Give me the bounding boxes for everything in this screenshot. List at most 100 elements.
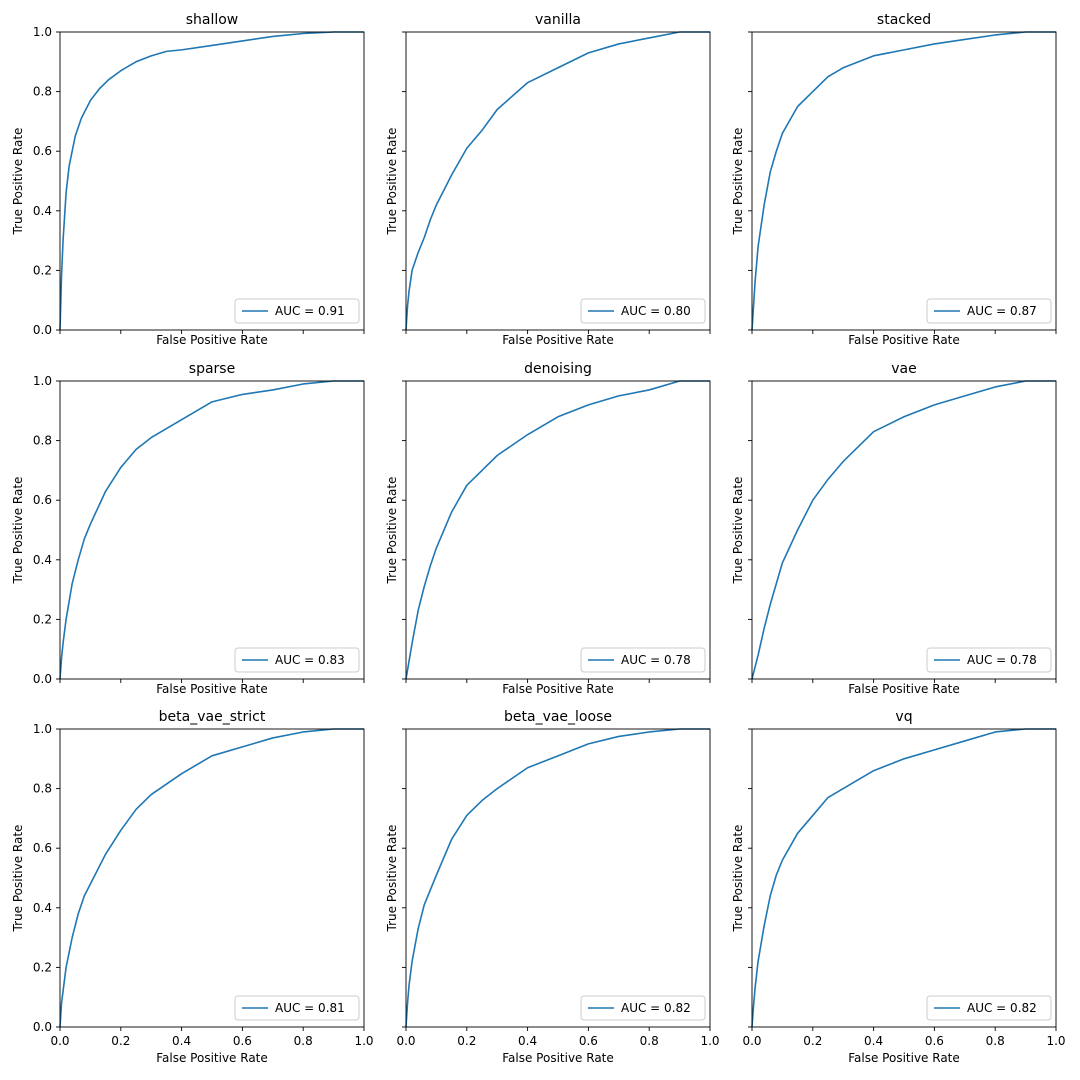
chart-title: denoising bbox=[524, 361, 592, 377]
y-axis-label: True Positive Rate bbox=[731, 477, 745, 585]
x-tick-label: 0.6 bbox=[925, 1034, 944, 1048]
subplot-vq: vq 0.0 0.2 0.4 0.6 0.8 1.0 False Positive Rate T… bbox=[731, 709, 1066, 1065]
legend-box bbox=[580, 298, 706, 324]
x-tick-label: 0.4 bbox=[518, 1034, 537, 1048]
axes-frame bbox=[59, 728, 365, 1028]
x-tick-label: 0.0 bbox=[396, 1034, 415, 1048]
y-tick-label: 0.6 bbox=[33, 144, 52, 158]
x-tick-label: 0.0 bbox=[50, 1034, 69, 1048]
y-tick-label: 0.8 bbox=[33, 85, 52, 99]
legend-label: AUC = 0.81 bbox=[275, 1001, 345, 1015]
roc-curve bbox=[751, 31, 1056, 331]
axes-frame bbox=[751, 728, 1057, 1028]
legend-box bbox=[926, 995, 1052, 1021]
legend-box bbox=[926, 647, 1052, 673]
roc-curve bbox=[405, 31, 710, 331]
y-axis-label: True Positive Rate bbox=[385, 477, 399, 585]
y-tick-label: 0.0 bbox=[33, 1020, 52, 1034]
chart-title: vanilla bbox=[535, 12, 581, 28]
y-tick-label: 0.8 bbox=[33, 434, 52, 448]
legend-label: AUC = 0.83 bbox=[275, 653, 345, 667]
roc-curve bbox=[59, 380, 364, 680]
legend-label: AUC = 0.78 bbox=[967, 653, 1037, 667]
y-tick-label: 0.4 bbox=[33, 204, 52, 218]
roc-curve bbox=[751, 380, 1056, 680]
x-axis-label: False Positive Rate bbox=[502, 682, 614, 696]
roc-curve bbox=[59, 31, 364, 331]
legend-box bbox=[580, 647, 706, 673]
y-tick-label: 0.0 bbox=[33, 323, 52, 337]
roc-curve bbox=[405, 728, 710, 1028]
subplot-beta-vae-loose: beta_vae_loose 0.0 0.2 0.4 0.6 0.8 1.0 False Po… bbox=[385, 709, 720, 1065]
chart-title: stacked bbox=[877, 12, 931, 28]
x-tick-label: 0.8 bbox=[294, 1034, 313, 1048]
legend-label: AUC = 0.78 bbox=[621, 653, 691, 667]
axes-frame bbox=[751, 31, 1057, 331]
y-axis-label: True Positive Rate bbox=[11, 825, 25, 933]
axes-frame bbox=[405, 728, 711, 1028]
roc-curve bbox=[405, 380, 710, 680]
subplot-sparse: sparse 0.0 0.2 0.4 0.6 0.8 1.0 False Positive R… bbox=[11, 361, 365, 696]
y-axis-label: True Positive Rate bbox=[385, 825, 399, 933]
x-tick-label: 0.2 bbox=[803, 1034, 822, 1048]
legend-label: AUC = 0.91 bbox=[275, 304, 345, 318]
chart-title: beta_vae_loose bbox=[504, 709, 612, 725]
subplot-denoising: denoising False Positive Rate True Positiv… bbox=[385, 361, 711, 696]
y-axis-label: True Positive Rate bbox=[385, 128, 399, 236]
legend-box bbox=[234, 298, 360, 324]
x-tick-label: 0.6 bbox=[233, 1034, 252, 1048]
x-tick-label: 0.8 bbox=[986, 1034, 1005, 1048]
y-axis-label: True Positive Rate bbox=[731, 825, 745, 933]
legend-box bbox=[580, 995, 706, 1021]
axes-frame bbox=[405, 31, 711, 331]
y-tick-label: 0.2 bbox=[33, 612, 52, 626]
x-axis-label: False Positive Rate bbox=[502, 333, 614, 347]
y-tick-label: 0.4 bbox=[33, 901, 52, 915]
x-tick-label: 0.2 bbox=[111, 1034, 130, 1048]
y-tick-label: 0.4 bbox=[33, 553, 52, 567]
x-tick-label: 0.8 bbox=[640, 1034, 659, 1048]
axes-frame bbox=[751, 380, 1057, 680]
x-tick-label: 0.0 bbox=[742, 1034, 761, 1048]
x-tick-label: 1.0 bbox=[354, 1034, 373, 1048]
x-axis-label: False Positive Rate bbox=[156, 333, 268, 347]
x-tick-label: 1.0 bbox=[1046, 1034, 1065, 1048]
legend-label: AUC = 0.87 bbox=[967, 304, 1037, 318]
x-tick-label: 0.6 bbox=[579, 1034, 598, 1048]
y-tick-label: 0.6 bbox=[33, 493, 52, 507]
subplot-beta-vae-strict: beta_vae_strict 0.0 0.2 0.4 0.6 0.8 1.0 0.0 0.2 0… bbox=[11, 709, 374, 1065]
y-tick-label: 1.0 bbox=[33, 722, 52, 736]
roc-curve bbox=[59, 728, 364, 1028]
x-tick-label: 0.2 bbox=[457, 1034, 476, 1048]
x-axis-label: False Positive Rate bbox=[502, 1051, 614, 1065]
y-tick-label: 0.8 bbox=[33, 782, 52, 796]
y-axis-label: True Positive Rate bbox=[11, 477, 25, 585]
y-tick-label: 0.0 bbox=[33, 672, 52, 686]
y-tick-label: 0.2 bbox=[33, 263, 52, 277]
x-axis-label: False Positive Rate bbox=[156, 1051, 268, 1065]
y-axis-label: True Positive Rate bbox=[731, 128, 745, 236]
y-axis-label: True Positive Rate bbox=[11, 128, 25, 236]
subplot-stacked: stacked False Positive Rate True Positive … bbox=[731, 12, 1057, 347]
chart-title: sparse bbox=[189, 361, 235, 377]
roc-curve bbox=[751, 728, 1056, 1028]
legend-box bbox=[234, 647, 360, 673]
axes-frame bbox=[59, 31, 365, 331]
legend-label: AUC = 0.82 bbox=[967, 1001, 1037, 1015]
y-tick-label: 1.0 bbox=[33, 25, 52, 39]
subplot-shallow: shallow 0.0 0.2 0.4 0.6 0.8 1.0 False Positive … bbox=[11, 12, 365, 347]
x-axis-label: False Positive Rate bbox=[848, 682, 960, 696]
legend-box bbox=[926, 298, 1052, 324]
axes-frame bbox=[405, 380, 711, 680]
legend-label: AUC = 0.80 bbox=[621, 304, 691, 318]
y-tick-label: 0.6 bbox=[33, 841, 52, 855]
chart-title: shallow bbox=[186, 12, 239, 28]
legend-label: AUC = 0.82 bbox=[621, 1001, 691, 1015]
x-axis-label: False Positive Rate bbox=[156, 682, 268, 696]
y-tick-label: 0.2 bbox=[33, 960, 52, 974]
y-tick-label: 1.0 bbox=[33, 374, 52, 388]
subplot-vae: vae False Positive Rate True Positive Rate… bbox=[731, 361, 1057, 696]
x-tick-label: 0.4 bbox=[864, 1034, 883, 1048]
subplot-vanilla: vanilla False Positive Rate True Positive … bbox=[385, 12, 711, 347]
